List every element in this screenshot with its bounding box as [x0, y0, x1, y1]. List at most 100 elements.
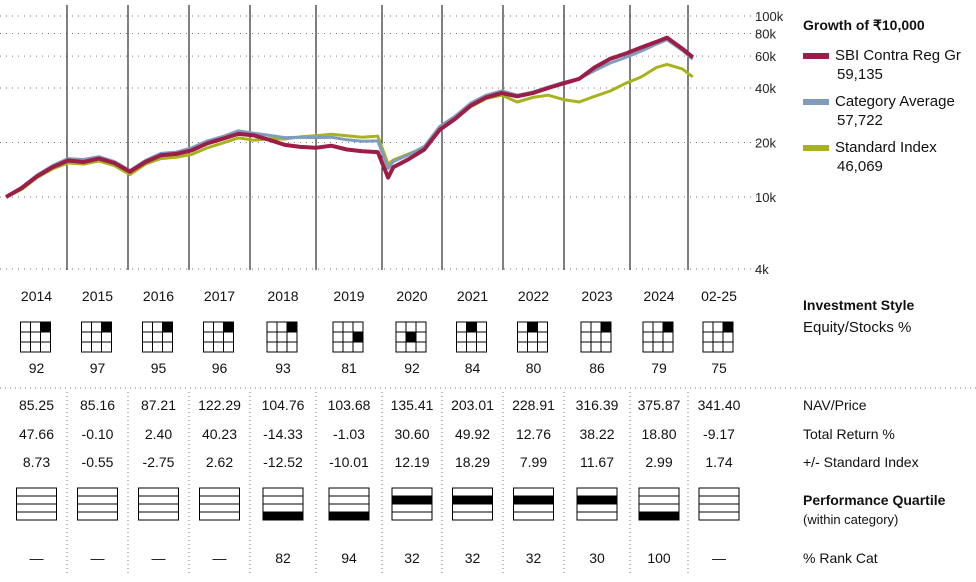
legend-item-category: Category Average 57,722 [803, 92, 955, 130]
quartile-band [452, 511, 493, 521]
style-box [81, 321, 112, 353]
total-return-value: -0.10 [81, 426, 114, 442]
plus-minus-value: 12.19 [394, 454, 430, 470]
style-box-cell [266, 331, 278, 343]
style-box [203, 321, 234, 353]
style-box [580, 321, 612, 353]
quartile-band [698, 487, 740, 497]
quartile-box [576, 487, 618, 521]
quartile-band [77, 495, 118, 505]
style-box-cell [352, 341, 364, 353]
legend-index-value: 46,069 [837, 158, 883, 175]
style-box-cell [81, 341, 92, 353]
quartile-band [138, 503, 179, 513]
quartile-box [698, 487, 740, 521]
style-box [142, 321, 173, 353]
index-swatch [803, 145, 829, 152]
style-box-cell [527, 341, 538, 353]
total-return-value: 12.76 [515, 426, 552, 442]
style-box-cell [30, 321, 41, 333]
rank-cat-value: — [151, 550, 166, 566]
style-box [266, 321, 298, 353]
style-box-cell [580, 321, 592, 333]
quartile-band [576, 487, 618, 497]
quartile-box [391, 487, 433, 521]
style-box-cell [456, 331, 467, 343]
style-box-cell [40, 341, 51, 353]
plus-minus-label: +/- Standard Index [803, 454, 919, 470]
fund-swatch [803, 53, 829, 60]
equity-pct: 96 [211, 360, 228, 376]
nav-value: 87.21 [140, 397, 177, 413]
rank-cat-value: — [90, 550, 105, 566]
y-tick-label: 40k [755, 81, 776, 96]
equity-pct: 86 [589, 360, 605, 376]
quartile-band [77, 487, 118, 497]
style-box-cell [702, 341, 714, 353]
quartile-band [698, 495, 740, 505]
plus-minus-value: 1.74 [705, 454, 733, 470]
quartile-band [16, 495, 57, 505]
quartile-band [698, 503, 740, 513]
quartile-band [638, 495, 680, 505]
year-label: 2021 [456, 288, 489, 304]
style-box-cell [40, 321, 51, 333]
style-box-cell [20, 321, 31, 333]
within-category-label: (within category) [803, 512, 899, 527]
style-box-cell [662, 331, 674, 343]
y-tick-label: 80k [755, 27, 776, 42]
style-box-cell [203, 321, 214, 333]
style-box-cell [20, 341, 31, 353]
style-box [20, 321, 51, 353]
year-label: 2024 [643, 288, 675, 304]
style-box-cell [352, 331, 364, 343]
legend-item-fund: SBI Contra Reg Gr 59,135 [803, 46, 961, 84]
series-line-1 [5, 38, 694, 199]
style-box-cell [415, 331, 427, 343]
quartile-band [576, 511, 618, 521]
rank-cat-label: % Rank Cat [803, 550, 878, 566]
style-box-cell [600, 331, 612, 343]
quartile-box [16, 487, 57, 521]
style-box-cell [213, 321, 224, 333]
style-box-cell [600, 341, 612, 353]
year-label: 2015 [81, 288, 114, 304]
table-graphics [16, 321, 740, 521]
style-box-cell [590, 341, 602, 353]
quartile-band [576, 503, 618, 513]
equity-pct: 75 [711, 360, 727, 376]
style-box-cell [712, 331, 724, 343]
quartile-band [77, 503, 118, 513]
nav-value: 135.41 [390, 397, 434, 413]
plus-minus-value: -10.01 [329, 454, 369, 470]
style-box-cell [662, 321, 674, 333]
style-box-cell [223, 321, 234, 333]
rank-cat-value: 32 [525, 550, 542, 566]
total-return-value: -14.33 [263, 426, 303, 442]
style-box-cell [722, 341, 734, 353]
style-box-cell [395, 341, 407, 353]
style-box-cell [91, 321, 102, 333]
rank-cat-value: 30 [589, 550, 605, 566]
quartile-band [138, 511, 179, 521]
rank-cat-value: 82 [275, 550, 291, 566]
legend-fund-value: 59,135 [837, 66, 883, 83]
style-box-cell [652, 341, 664, 353]
style-box-cell [642, 341, 654, 353]
style-box-cell [332, 341, 344, 353]
total-return-value: 49.92 [454, 426, 491, 442]
quartile-band [513, 495, 554, 505]
legend-category-value: 57,722 [837, 112, 883, 129]
quartile-band [391, 487, 433, 497]
quartile-band [513, 511, 554, 521]
style-box-cell [162, 331, 173, 343]
rank-cat-value: — [712, 550, 726, 566]
equity-pct: 92 [28, 360, 45, 376]
plus-minus-value: -12.52 [263, 454, 303, 470]
style-box-cell [456, 341, 467, 353]
year-label: 2019 [333, 288, 365, 304]
rank-cat-value: — [212, 550, 227, 566]
style-box-cell [286, 331, 298, 343]
